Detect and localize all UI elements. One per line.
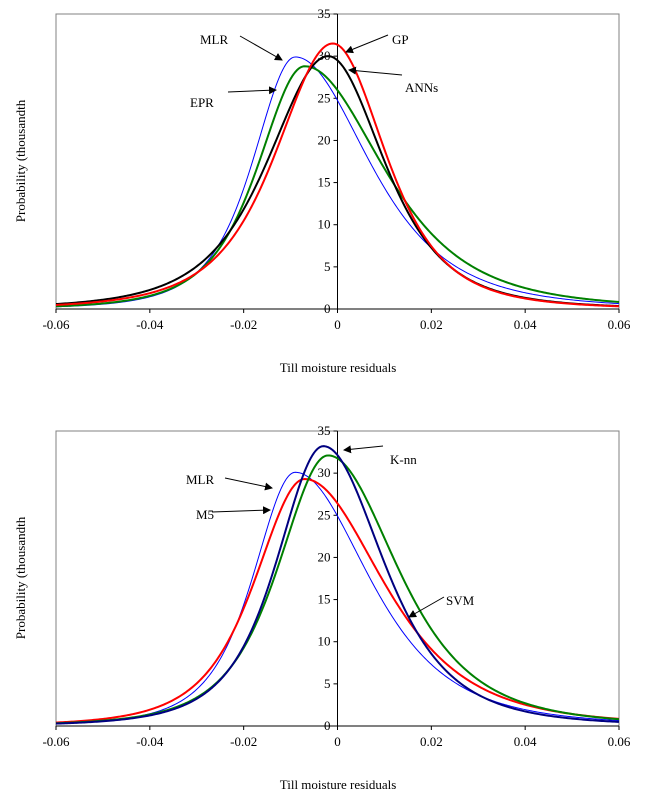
chart-1-y-tick-label: 5	[324, 259, 331, 274]
chart-2-y-tick-label: 0	[324, 718, 331, 733]
chart-2-arrow-svm	[408, 596, 445, 618]
chart-2-arrow-mlr	[224, 477, 273, 491]
chart-2-annotation-m5: M5	[196, 507, 214, 522]
chart-1-y-tick-label: 20	[318, 132, 331, 147]
chart-2-annotation-mlr: MLR	[186, 472, 215, 487]
chart-2-x-tick-label: -0.02	[230, 734, 257, 749]
chart-1-annotation-gp: GP	[392, 32, 409, 47]
chart-2-annotation-svm: SVM	[446, 593, 475, 608]
chart-2-x-tick-label: -0.06	[42, 734, 70, 749]
chart-2-y-tick-label: 15	[318, 592, 331, 607]
chart-2-y-tick-label: 30	[318, 465, 331, 480]
chart-1-y-tick-label: 35	[318, 6, 331, 21]
chart-1-x-tick-label: 0.02	[420, 317, 443, 332]
chart-2-x-tick-label: 0.04	[514, 734, 537, 749]
chart-2-x-tick-label: 0	[334, 734, 341, 749]
chart-1-arrow-epr	[227, 86, 277, 95]
chart-1-series-epr-line	[55, 65, 620, 308]
chart-1-series-gp-line	[55, 42, 620, 308]
chart-2-x-tick-label: 0.02	[420, 734, 443, 749]
chart-1-x-tick-label: 0	[334, 317, 341, 332]
chart-1-x-tick-label: 0.04	[514, 317, 537, 332]
chart-1-y-tick-label: 25	[318, 90, 331, 105]
chart-1-annotation-epr: EPR	[190, 95, 214, 110]
chart-1-annotation-mlr: MLR	[200, 32, 229, 47]
chart-1-arrow-anns	[348, 66, 403, 76]
chart-1-y-axis-label: Probability (thousandth	[13, 99, 28, 222]
chart-2-y-tick-label: 35	[318, 423, 331, 438]
chart-2-x-ticks: -0.06 -0.04 -0.02 0 0.02 0.04 0.06	[42, 726, 631, 749]
chart-1-y-tick-label: 10	[318, 217, 331, 232]
chart-2-series	[55, 445, 620, 725]
chart-1-x-axis-label: Till moisture residuals	[280, 360, 397, 375]
chart-2: 0 5 10 15 20 25 30 35 -0.06 -0.04 -0.02 0 0.02 0.04 0…	[13, 423, 631, 792]
chart-2-x-tick-label: 0.06	[608, 734, 631, 749]
chart-2-arrow-m5	[211, 506, 271, 515]
chart-2-series-m5-line	[55, 478, 620, 724]
chart-1-series	[55, 42, 620, 308]
chart-1-x-tick-label: -0.06	[42, 317, 70, 332]
chart-2-x-tick-label: -0.04	[136, 734, 164, 749]
chart-2-arrow-knn	[343, 445, 384, 454]
chart-2-y-axis-label: Probability (thousandth	[13, 516, 28, 639]
chart-2-series-knn-line	[55, 445, 620, 725]
chart-1-x-tick-label: -0.02	[230, 317, 257, 332]
chart-1-y-tick-label: 0	[324, 301, 331, 316]
chart-2-y-tick-label: 10	[318, 634, 331, 649]
chart-2-y-ticks: 0 5 10 15 20 25 30 35	[318, 423, 338, 733]
chart-2-annotation-knn: K-nn	[390, 452, 417, 467]
chart-2-x-axis-label: Till moisture residuals	[280, 777, 397, 792]
chart-2-y-tick-label: 25	[318, 507, 331, 522]
chart-2-y-tick-label: 20	[318, 549, 331, 564]
chart-1-arrow-gp	[345, 34, 389, 54]
chart-2-y-tick-label: 5	[324, 676, 331, 691]
chart-1-x-tick-label: 0.06	[608, 317, 631, 332]
chart-1-arrow-mlr	[239, 35, 283, 61]
chart-1-annotation-anns: ANNs	[405, 80, 438, 95]
chart-1-y-tick-label: 15	[318, 175, 331, 190]
chart-1-x-ticks: -0.06 -0.04 -0.02 0 0.02 0.04 0.06	[42, 309, 631, 332]
chart-1-x-tick-label: -0.04	[136, 317, 164, 332]
